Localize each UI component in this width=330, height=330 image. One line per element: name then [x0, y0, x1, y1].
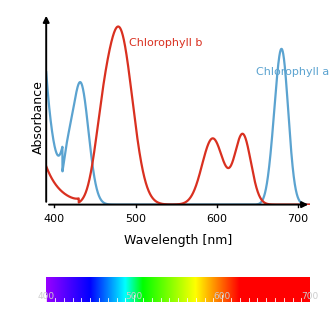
Text: Chlorophyll b: Chlorophyll b [129, 38, 202, 48]
Text: Absorbance: Absorbance [32, 81, 46, 154]
Text: Wavelength [nm]: Wavelength [nm] [124, 234, 232, 247]
Text: 600: 600 [206, 214, 227, 224]
Text: 500: 500 [126, 292, 143, 301]
Text: Chlorophyll a: Chlorophyll a [256, 67, 329, 78]
Text: 700: 700 [302, 292, 319, 301]
Text: 400: 400 [38, 292, 55, 301]
Text: 600: 600 [214, 292, 231, 301]
Text: 500: 500 [125, 214, 146, 224]
Text: 400: 400 [44, 214, 65, 224]
Text: 700: 700 [287, 214, 309, 224]
